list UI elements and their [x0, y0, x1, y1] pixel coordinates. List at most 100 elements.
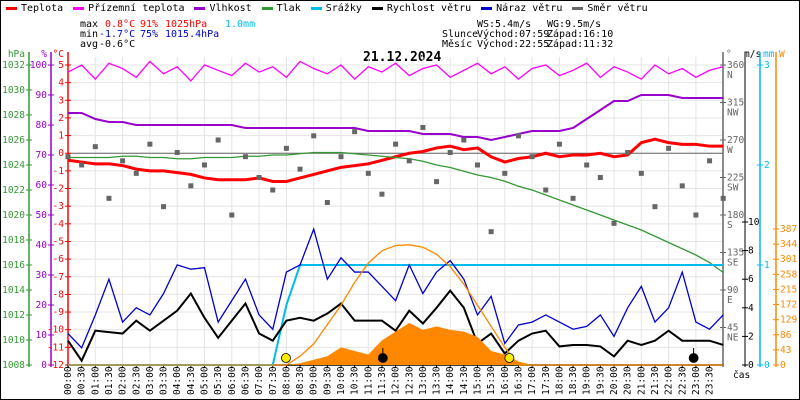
- solar-tick-label: 0: [780, 360, 786, 371]
- x-tick-label: 19:30: [595, 366, 606, 395]
- legend-swatch: [572, 7, 584, 10]
- x-tick-label: 06:00: [227, 366, 238, 395]
- wind-direction-point: [161, 204, 167, 210]
- stat-min-press: 1015.4hPa: [165, 29, 220, 40]
- temperature-tick-label: -7: [53, 272, 64, 283]
- moonrise: Východ:22:55: [477, 39, 550, 50]
- x-tick-label: 13:00: [418, 366, 429, 395]
- wind-direction-point: [311, 133, 317, 139]
- pressure-tick-label: 1018: [2, 235, 25, 246]
- wind-direction-point: [434, 179, 440, 185]
- stat-min-label: min: [80, 29, 99, 40]
- direction-tick-compass: SE: [727, 258, 739, 269]
- humidity-tick-label: 40: [36, 240, 48, 251]
- series-line-solar-max: [68, 244, 724, 366]
- stat-max-label: max: [80, 19, 99, 30]
- temperature-tick-label: 1: [58, 131, 64, 142]
- wind-tick-label: 4: [748, 303, 754, 314]
- solar-axis-unit: W: [779, 49, 785, 60]
- sunrise: Východ:07:59: [477, 29, 550, 40]
- legend-label: Rychlost větru: [386, 3, 472, 14]
- direction-tick-compass: S: [727, 220, 733, 231]
- x-tick-label: 15:30: [486, 366, 497, 395]
- humidity-axis-unit: %: [41, 49, 47, 60]
- legend-swatch: [310, 7, 322, 10]
- x-tick-label: 14:00: [445, 366, 456, 395]
- direction-tick-compass: NW: [727, 108, 739, 119]
- wind-direction-point: [570, 195, 576, 201]
- x-tick-label: 16:00: [500, 366, 511, 395]
- wind-direction-point: [133, 170, 139, 176]
- wind-direction-point: [256, 175, 262, 180]
- pressure-tick-label: 1026: [2, 135, 25, 146]
- wind-direction-point: [447, 150, 453, 155]
- wind-direction-point: [475, 162, 480, 168]
- wind-direction-point: [365, 170, 371, 176]
- solar-tick-label: 43: [780, 345, 791, 356]
- x-tick-label: 05:30: [213, 366, 224, 395]
- direction-tick-label: 90: [727, 285, 739, 296]
- solar-tick-label: 86: [780, 330, 792, 341]
- wind-direction-point: [65, 154, 71, 160]
- temperature-tick-label: -2: [53, 184, 64, 195]
- wind-direction-point: [106, 195, 112, 201]
- wind-direction-point: [515, 133, 521, 139]
- temperature-tick-label: -1: [53, 166, 65, 177]
- solar-tick-label: 129: [780, 315, 797, 326]
- wind-direction-point: [283, 145, 289, 151]
- solar-tick-label: 301: [780, 254, 797, 265]
- wind-direction-point: [242, 154, 248, 160]
- x-tick-label: 23:30: [705, 366, 716, 395]
- x-tick-label: 09:00: [309, 366, 320, 395]
- solar-radiation-area: [68, 322, 724, 365]
- wind-tick-label: 10: [748, 217, 760, 228]
- humidity-tick-label: 20: [36, 300, 48, 311]
- wind-direction-point: [707, 158, 713, 164]
- stat-max-press: 1025hPa: [165, 19, 208, 30]
- sun-icon: [504, 353, 515, 363]
- series-line-teplota: [67, 137, 724, 183]
- x-tick-label: 00:30: [77, 366, 88, 395]
- legend-item: Rychlost větru: [371, 3, 472, 14]
- temperature-tick-label: 5: [58, 60, 64, 71]
- legend-label: Vlhkost: [209, 3, 252, 14]
- x-tick-label: 22:00: [664, 366, 675, 395]
- stat-min-hum: 75%: [140, 29, 159, 40]
- direction-axis-unit: °: [726, 49, 732, 60]
- x-tick-label: 02:00: [118, 366, 129, 395]
- legend-item: Směr větru: [572, 3, 648, 14]
- legend: Teplota Přízemní teplota Vlhkost Tlak Srážky…: [6, 3, 648, 14]
- stat-min-temp: -1.7°C: [99, 29, 136, 40]
- x-tick-label: 16:30: [513, 366, 524, 395]
- x-tick-label: 01:00: [90, 366, 101, 395]
- temperature-tick-label: 3: [58, 95, 64, 106]
- wind-direction-point: [529, 154, 535, 160]
- legend-swatch: [73, 7, 85, 10]
- wind-direction-point: [543, 187, 549, 193]
- humidity-tick-label: 50: [36, 210, 48, 221]
- humidity-tick-label: 70: [36, 150, 48, 161]
- x-tick-label: 18:00: [554, 366, 565, 395]
- wind-direction-point: [502, 170, 508, 176]
- temperature-tick-label: -4: [53, 219, 65, 230]
- moon-label: Měsíc: [442, 39, 473, 50]
- wind-direction-point: [461, 137, 467, 143]
- solar-tick-label: 258: [780, 269, 797, 280]
- x-tick-label: 21:00: [636, 366, 647, 395]
- temperature-tick-label: -5: [53, 236, 64, 247]
- wind-direction-point: [120, 158, 126, 164]
- legend-item: Teplota: [6, 3, 63, 14]
- wind-direction-point: [597, 175, 603, 180]
- x-tick-label: 11:30: [377, 366, 388, 395]
- x-tick-label: 10:00: [336, 366, 347, 395]
- legend-label: Směr větru: [587, 3, 648, 14]
- wind-tick-label: 6: [748, 274, 754, 285]
- humidity-tick-label: 30: [36, 270, 48, 281]
- wind-axis-unit: m/s: [744, 49, 761, 60]
- temperature-tick-label: -12: [47, 360, 64, 371]
- temperature-tick-label: -11: [47, 342, 64, 353]
- wind-direction-point: [215, 137, 221, 143]
- x-tick-label: 04:30: [186, 366, 197, 395]
- wind-direction-point: [652, 204, 658, 210]
